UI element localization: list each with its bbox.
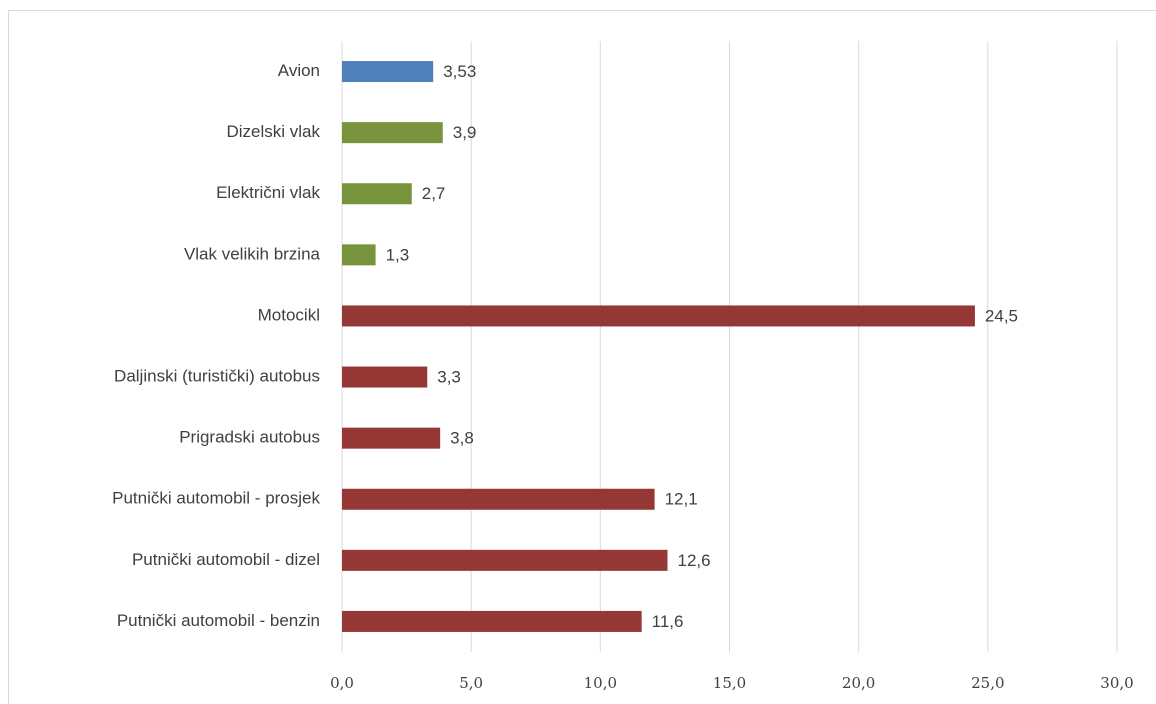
data-label: 3,9: [453, 123, 477, 142]
data-label: 3,8: [450, 429, 474, 448]
bar: [342, 549, 668, 571]
x-tick-label: 20,0: [842, 674, 875, 692]
y-tick-label: Putnički automobil - dizel: [132, 550, 320, 569]
y-tick-label: Dizelski vlak: [226, 122, 320, 141]
data-label: 24,5: [985, 306, 1018, 325]
bar: [342, 488, 655, 510]
y-tick-label: Daljinski (turistički) autobus: [114, 367, 320, 386]
y-tick-label: Prigradski autobus: [179, 428, 320, 447]
bar: [342, 244, 376, 266]
data-label: 3,3: [437, 368, 461, 387]
y-tick-label: Električni vlak: [216, 183, 320, 202]
y-tick-label: Putnički automobil - benzin: [117, 611, 320, 630]
x-tick-label: 25,0: [971, 674, 1004, 692]
data-label: 3,53: [443, 62, 476, 81]
y-tick-label: Avion: [278, 61, 320, 80]
bar: [342, 183, 412, 205]
bar: [342, 427, 441, 449]
y-tick-label: Putnički automobil - prosjek: [112, 489, 320, 508]
data-label: 12,6: [678, 551, 711, 570]
data-label: 2,7: [422, 184, 446, 203]
data-label: 12,1: [665, 490, 698, 509]
y-tick-label: Motocikl: [258, 305, 320, 324]
bar: [342, 305, 975, 327]
bar: [342, 122, 443, 144]
bar: [342, 61, 434, 83]
y-tick-label: Vlak velikih brzina: [184, 244, 321, 263]
x-tick-label: 10,0: [584, 674, 617, 692]
bar: [342, 366, 428, 388]
x-tick-label: 30,0: [1100, 674, 1133, 692]
x-tick-label: 15,0: [713, 674, 746, 692]
x-tick-label: 5,0: [459, 674, 483, 692]
data-label: 11,6: [652, 612, 684, 631]
bar: [342, 610, 642, 632]
data-label: 1,3: [386, 245, 410, 264]
x-tick-label: 0,0: [330, 674, 354, 692]
